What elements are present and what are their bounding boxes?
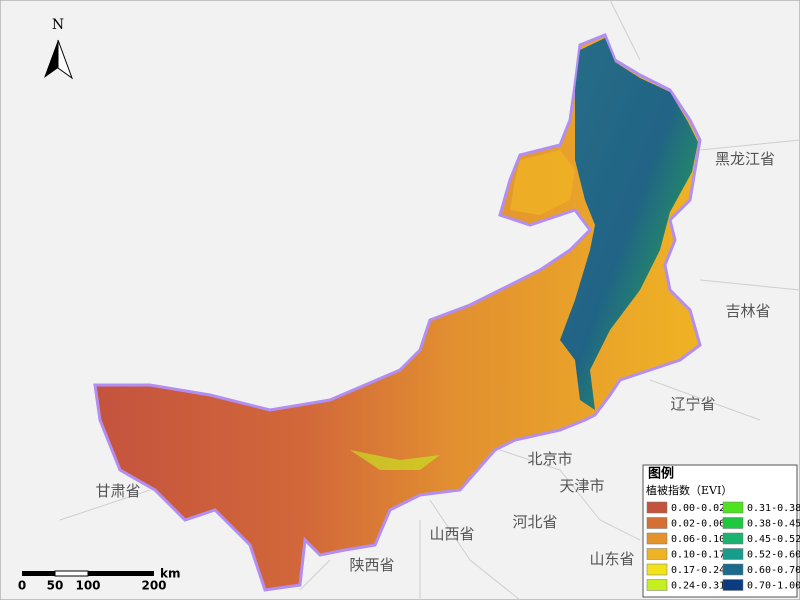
legend-swatch [646,548,668,560]
legend-swatch [722,563,744,576]
legend-swatch [722,548,744,560]
legend-label: 0.52-0.60 [747,550,800,561]
place-label: 山东省 [589,550,634,568]
place-label: 天津市 [559,477,604,495]
legend-swatch [722,501,744,514]
legend-swatch [646,501,668,514]
legend-label: 0.06-0.10 [671,534,725,545]
north-label: N [52,17,64,33]
place-label: 山西省 [429,525,474,543]
legend-swatch [646,517,668,529]
grassland [510,150,575,215]
legend-label: 0.38-0.45 [747,519,800,530]
legend-swatch [722,579,744,591]
legend-label: 0.45-0.52 [747,534,800,545]
place-label: 黑龙江省 [715,150,775,168]
legend-swatch [646,532,668,545]
place-label: 甘肃省 [95,482,140,500]
irrigated [350,450,440,470]
place-label: 河北省 [512,513,557,531]
place-label: 北京市 [527,450,572,468]
legend-swatch [646,563,668,576]
legend-title: 图例 [648,466,674,482]
legend-swatch [722,517,744,529]
legend-swatch [722,532,744,545]
place-label: 吉林省 [725,302,770,320]
legend-label: 0.31-0.38 [747,503,800,514]
forest-zone [560,38,698,410]
scale-seg [88,571,154,576]
legend-box [642,464,798,598]
legend-label: 0.02-0.06 [671,519,725,530]
scale-label: 50 [47,579,64,593]
place-label: 陕西省 [349,556,394,574]
legend-subtitle: 植被指数（EVI） [646,483,732,497]
scale-label: 200 [141,579,166,593]
legend-label: 0.00-0.02 [671,503,725,514]
arrow-left [44,40,58,78]
legend: 图例 植被指数（EVI） 0.00-0.02 0.02-0.06 0.06-0.10… [642,464,800,598]
scale-seg [54,570,89,577]
scale-seg [22,571,55,576]
legend-label: 0.70-1.00 [747,581,800,592]
legend-label: 0.10-0.17 [671,550,725,561]
place-label: 辽宁省 [670,395,715,413]
scale-label: 0 [18,579,26,593]
legend-label: 0.17-0.24 [671,565,725,576]
scale-bar: 0 50 100 200 km [18,567,181,593]
scale-label: 100 [75,579,100,593]
legend-label: 0.60-0.70 [747,565,800,576]
scale-unit: km [160,567,180,581]
north-arrow: N [44,17,74,80]
boundaries [59,0,800,600]
legend-swatch [646,579,668,591]
legend-label: 0.24-0.31 [671,581,725,592]
arrow-right [57,39,74,80]
